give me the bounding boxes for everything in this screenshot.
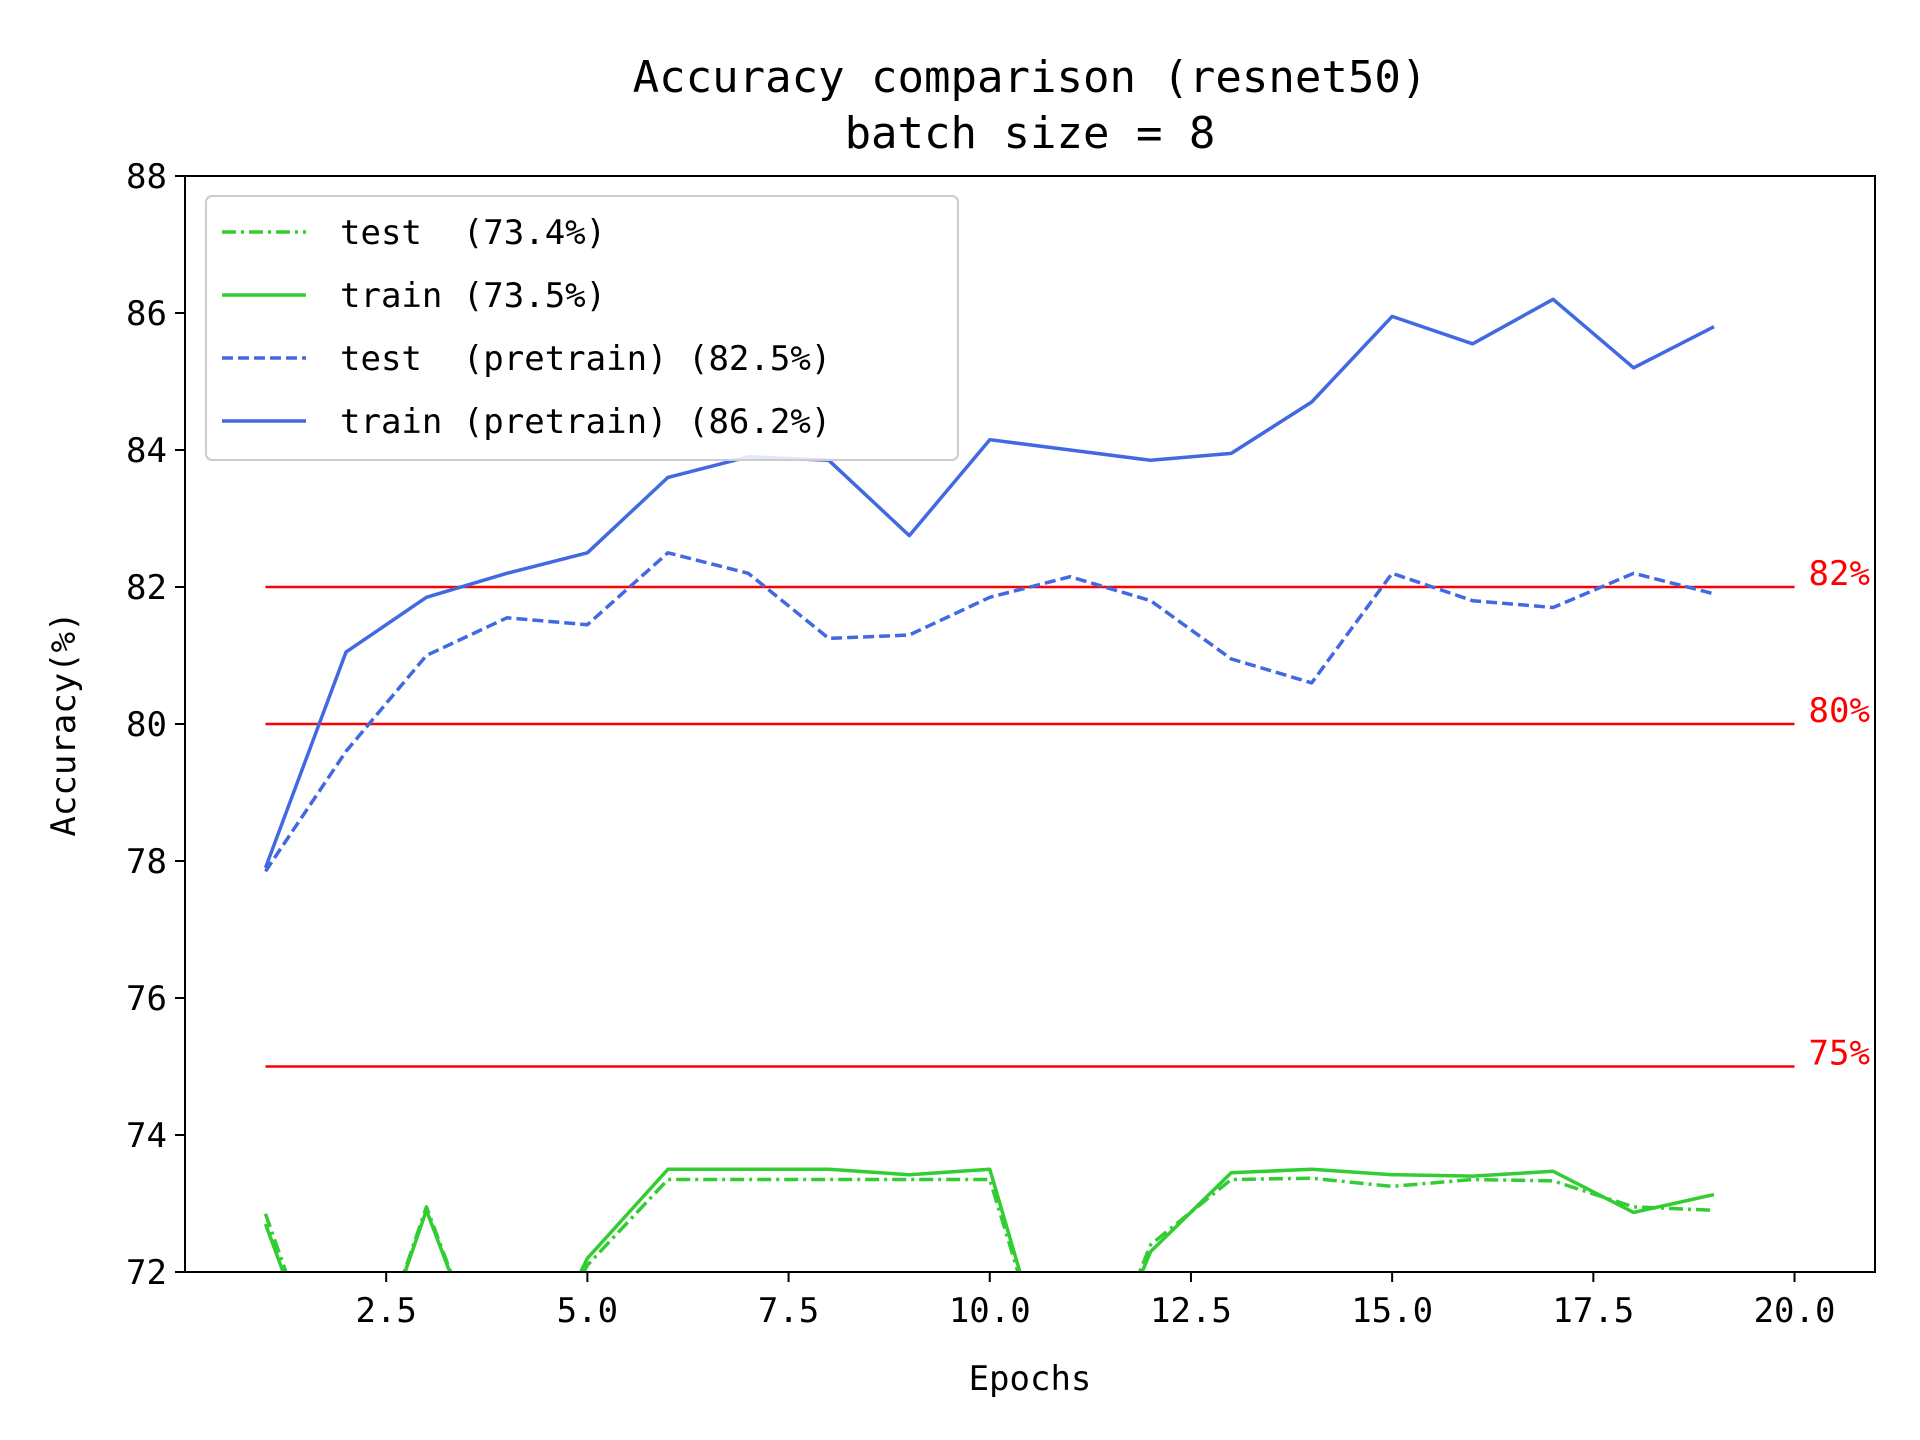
y-tick-label: 88 [126, 157, 167, 197]
legend-label: test (73.4%) [340, 213, 606, 253]
reference-lines [265, 585, 1795, 1068]
y-tick-label: 74 [126, 1116, 167, 1156]
x-axis-ticks: 2.5 5.0 7.5 10.0 12.5 15.0 17.5 20.0 [355, 1272, 1835, 1331]
y-tick-label: 82 [126, 568, 167, 608]
legend-label: test (pretrain) (82.5%) [340, 339, 831, 379]
y-tick-label: 80 [126, 705, 167, 745]
x-tick-label: 12.5 [1150, 1291, 1232, 1331]
legend-label: train (pretrain) (86.2%) [340, 402, 831, 442]
chart-title: Accuracy comparison (resnet50) [633, 52, 1428, 103]
reference-line-label: 80% [1809, 691, 1870, 731]
legend-label: train (73.5%) [340, 276, 606, 316]
y-tick-label: 72 [126, 1253, 167, 1293]
x-tick-label: 15.0 [1351, 1291, 1433, 1331]
reference-labels: 82% 80% 75% [1809, 554, 1870, 1074]
series-lines [263, 297, 1715, 1272]
y-tick-label: 86 [126, 294, 167, 334]
chart-subtitle: batch size = 8 [845, 108, 1216, 159]
reference-line-label: 82% [1809, 554, 1870, 594]
x-tick-label: 7.5 [758, 1291, 819, 1331]
x-tick-label: 5.0 [557, 1291, 618, 1331]
legend-box [205, 195, 959, 461]
y-tick-label: 84 [126, 431, 167, 471]
series-line-1 [263, 1167, 1715, 1272]
legend: test (73.4%) train (73.5%) test (pretrain)… [205, 195, 959, 461]
y-tick-label: 78 [126, 842, 167, 882]
y-axis-label: Accuracy(%) [44, 611, 84, 836]
x-tick-label: 20.0 [1754, 1291, 1836, 1331]
x-tick-label: 17.5 [1552, 1291, 1634, 1331]
series-line-3 [263, 297, 1715, 869]
y-axis-ticks: 72 74 76 78 80 82 84 86 88 [126, 157, 185, 1293]
x-tick-label: 2.5 [355, 1291, 416, 1331]
x-tick-label: 10.0 [949, 1291, 1031, 1331]
series-line-2 [264, 551, 1715, 873]
reference-line-label: 75% [1809, 1034, 1870, 1074]
y-tick-label: 76 [126, 979, 167, 1019]
x-axis-label: Epochs [969, 1359, 1092, 1399]
